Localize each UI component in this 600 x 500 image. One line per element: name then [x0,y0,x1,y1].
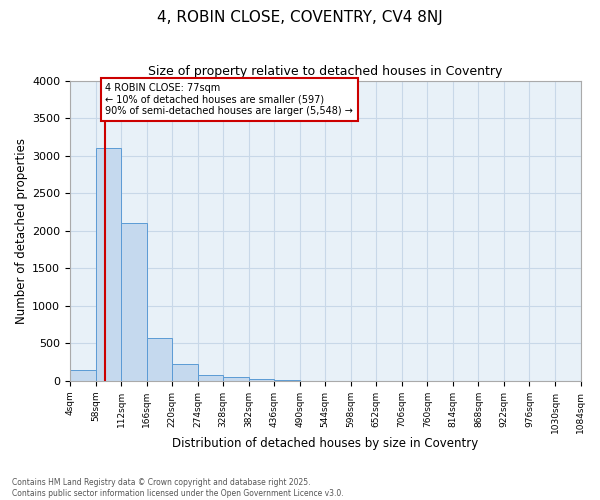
Text: 4, ROBIN CLOSE, COVENTRY, CV4 8NJ: 4, ROBIN CLOSE, COVENTRY, CV4 8NJ [157,10,443,25]
Bar [248,380,274,381]
Text: Contains HM Land Registry data © Crown copyright and database right 2025.
Contai: Contains HM Land Registry data © Crown c… [12,478,344,498]
Bar [223,377,248,381]
Bar [274,380,300,381]
Bar [146,338,172,381]
Bar [70,370,95,381]
Title: Size of property relative to detached houses in Coventry: Size of property relative to detached ho… [148,65,502,78]
X-axis label: Distribution of detached houses by size in Coventry: Distribution of detached houses by size … [172,437,478,450]
Text: 4 ROBIN CLOSE: 77sqm
← 10% of detached houses are smaller (597)
90% of semi-deta: 4 ROBIN CLOSE: 77sqm ← 10% of detached h… [106,83,353,116]
Bar [121,224,146,381]
Bar [95,148,121,381]
Bar [197,375,223,381]
Bar [172,364,197,381]
Y-axis label: Number of detached properties: Number of detached properties [15,138,28,324]
